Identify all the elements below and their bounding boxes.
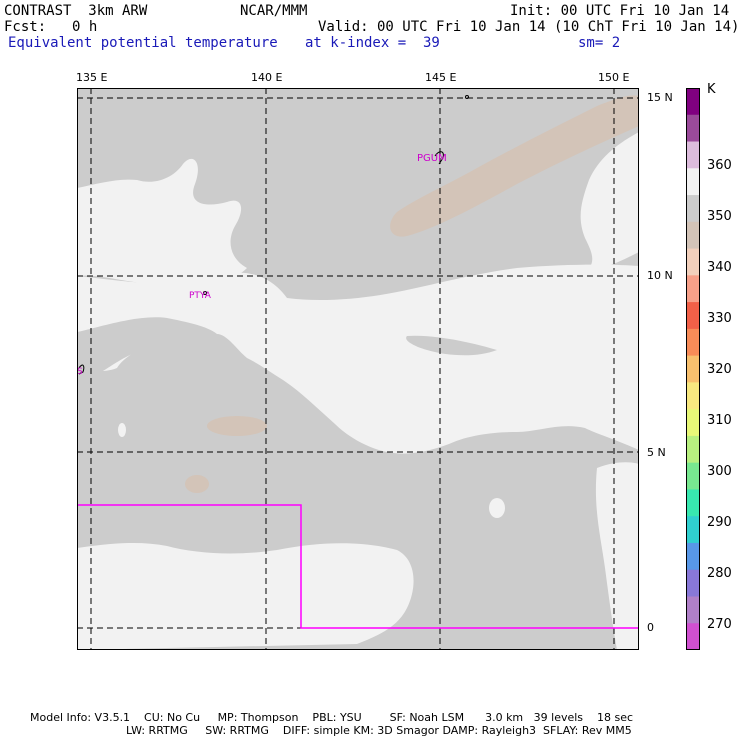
colorbar-swatch	[686, 141, 700, 169]
colorbar-swatch	[686, 248, 700, 276]
colorbar-swatch	[686, 623, 700, 650]
model-info-line2: LW: RRTMG SW: RRTMG DIFF: simple KM: 3D …	[126, 724, 632, 737]
colorbar-swatch	[686, 88, 700, 116]
lat-label-15n: 15 N	[647, 91, 673, 104]
fcst-value: 0 h	[72, 19, 98, 35]
model-info-line1: Model Info: V3.5.1 CU: No Cu MP: Thompso…	[30, 711, 634, 724]
graticule	[77, 88, 639, 650]
init-time: Init: 00 UTC Fri 10 Jan 14	[510, 3, 730, 19]
colorbar-swatch	[686, 328, 700, 357]
colorbar-swatch	[686, 489, 700, 517]
small-island	[465, 95, 469, 99]
colorbar-label-270: 270	[707, 617, 732, 632]
colorbar-swatch	[686, 382, 700, 410]
station-label-ptya: PTYA	[189, 291, 212, 301]
colorbar-swatch	[686, 569, 700, 597]
shade-light-speck-1	[489, 498, 505, 518]
colorbar-swatch	[686, 168, 700, 196]
colorbar-frame	[686, 88, 700, 650]
lat-label-10n: 10 N	[647, 269, 673, 282]
model-title: CONTRAST 3km ARW	[4, 3, 148, 19]
field-name: Equivalent potential temperature	[8, 35, 278, 51]
shade-light-speck-2	[118, 423, 126, 437]
colorbar-swatch	[686, 275, 700, 303]
shade-light-region-topleft	[77, 158, 247, 287]
nested-domain-boundary	[77, 504, 639, 629]
colorbar	[686, 88, 700, 650]
colorbar-label-280: 280	[707, 566, 732, 581]
colorbar-swatch	[686, 114, 700, 143]
lon-label-150: 150 E	[598, 71, 630, 84]
colorbar-swatch	[686, 435, 700, 464]
yap-island	[203, 291, 207, 295]
shade-light-region-topright	[580, 132, 639, 274]
valid-time: Valid: 00 UTC Fri 10 Jan 14 (10 ChT Fri …	[318, 19, 740, 35]
lat-label-5n: 5 N	[647, 446, 666, 459]
shade-grey-patch-left	[77, 317, 217, 380]
colorbar-label-350: 350	[707, 209, 732, 224]
lon-label-145: 145 E	[425, 71, 457, 84]
colorbar-swatch	[686, 355, 700, 383]
shade-grey-patch-center	[406, 335, 497, 356]
colorbar-swatch	[686, 542, 700, 571]
smoothing-info: sm= 2	[578, 35, 621, 51]
guam-coastline	[434, 151, 444, 165]
station-label-ptro: S	[77, 367, 83, 377]
fcst-label: Fcst:	[4, 19, 47, 35]
shade-tan-region-guam	[390, 95, 639, 237]
colorbar-swatch	[686, 409, 700, 437]
shade-light-region-bottomleft	[77, 542, 414, 650]
colorbar-swatch	[686, 302, 700, 330]
colorbar-swatch	[686, 516, 700, 544]
lon-label-140: 140 E	[251, 71, 283, 84]
palau-coastline	[78, 364, 85, 375]
colorbar-label-290: 290	[707, 515, 732, 530]
colorbar-swatch	[686, 221, 700, 250]
shade-tan-blob-1	[207, 416, 267, 436]
lon-label-135: 135 E	[76, 71, 108, 84]
shade-tan-blob-2	[185, 475, 209, 493]
colorbar-label-360: 360	[707, 158, 732, 173]
colorbar-label-330: 330	[707, 311, 732, 326]
station-label-pgum: PGUM	[417, 153, 447, 164]
colorbar-swatch	[686, 195, 700, 223]
colorbar-unit: K	[707, 82, 716, 97]
colorbar-label-310: 310	[707, 413, 732, 428]
map-frame	[77, 88, 639, 650]
colorbar-swatch	[686, 596, 700, 624]
colorbar-label-300: 300	[707, 464, 732, 479]
colorbar-label-340: 340	[707, 260, 732, 275]
shade-light-region-center	[77, 264, 639, 454]
colorbar-swatch	[686, 462, 700, 490]
level-info: at k-index = 39	[305, 35, 440, 51]
shade-light-region-bottomright	[595, 462, 639, 650]
map-panel: PGUM PTYA S	[77, 88, 639, 650]
center-name: NCAR/MMM	[240, 3, 308, 19]
lat-label-0: 0	[647, 621, 654, 634]
colorbar-label-320: 320	[707, 362, 732, 377]
